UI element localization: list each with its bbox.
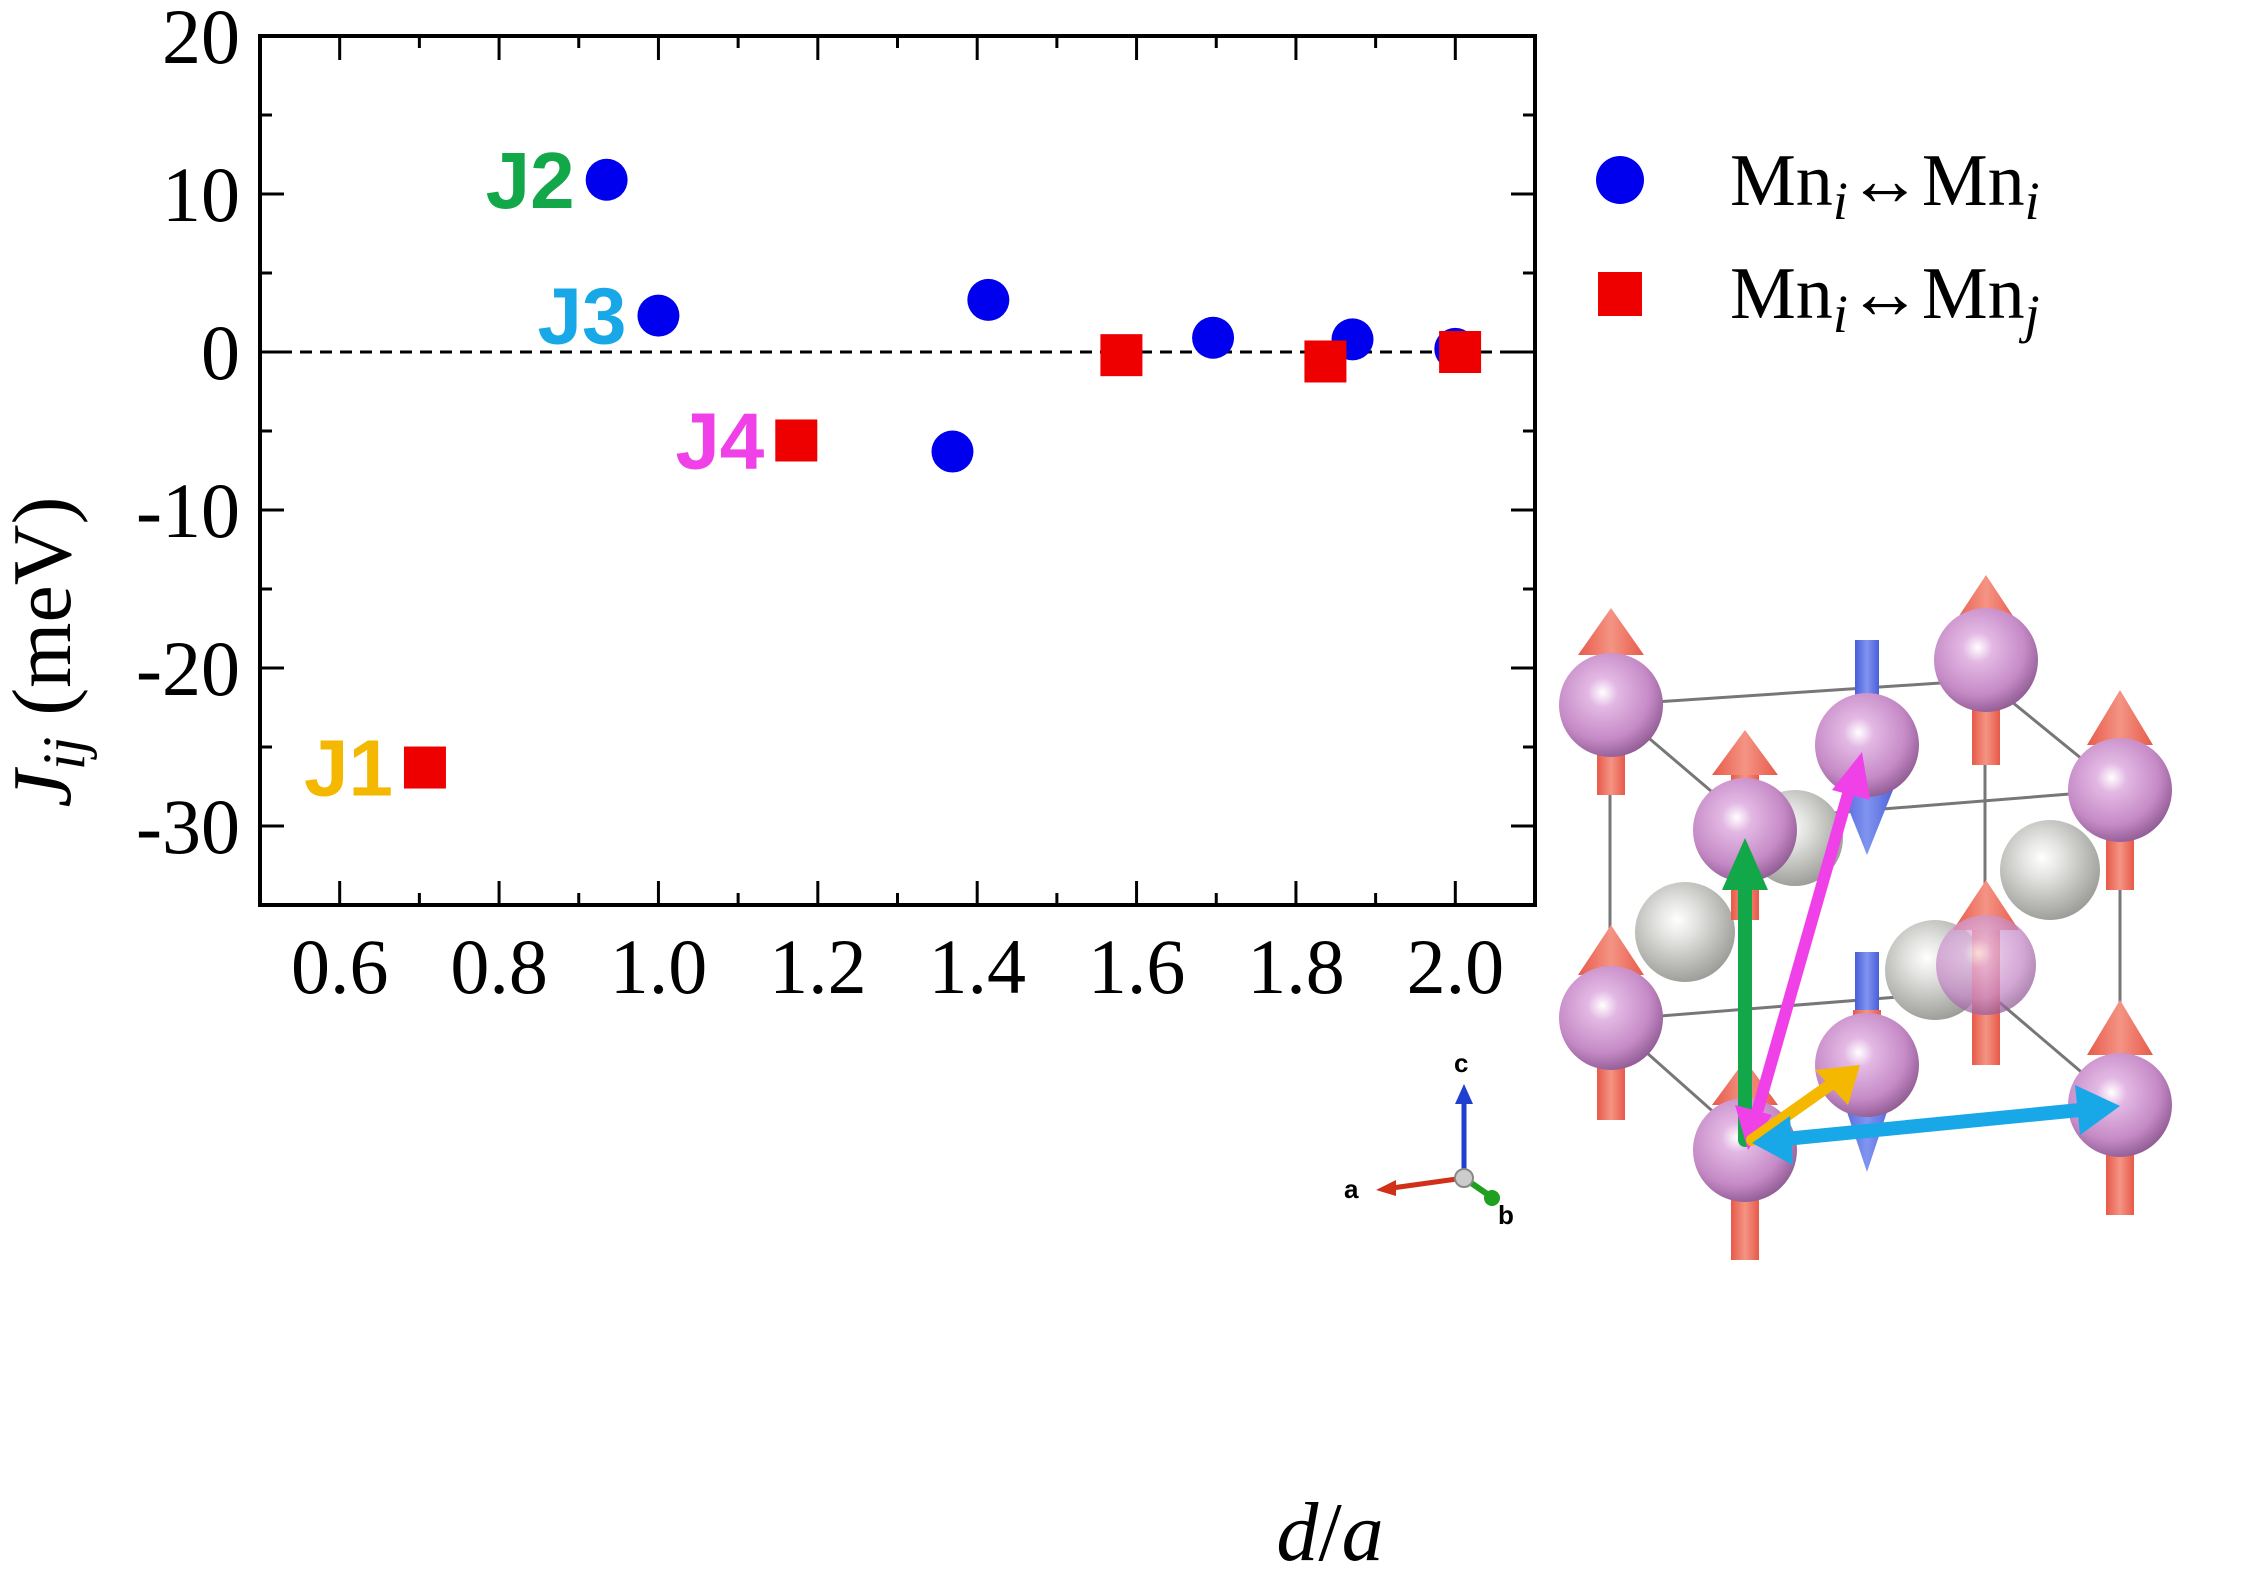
legend-1-a: Mn xyxy=(1730,140,1833,222)
axis-a-arrowhead xyxy=(1376,1180,1396,1196)
j3-path-arrow xyxy=(1768,1103,2087,1147)
crystal-axes-indicator: c a b xyxy=(1344,1048,1514,1230)
point-annotations: J1 J2 J3 J4 xyxy=(304,136,765,813)
x-tick-label: 1.0 xyxy=(610,923,708,1010)
j1-arrowhead xyxy=(1815,1065,1860,1105)
y-axis-title-sub: ij xyxy=(31,737,97,770)
y-tick-label: 0 xyxy=(201,309,240,396)
j3-arrowhead-left xyxy=(1752,1116,1793,1165)
data-point-circle xyxy=(967,278,1010,321)
legend-2-b-sub: j xyxy=(2019,284,2040,344)
legend-1-b-sub: i xyxy=(2025,171,2040,231)
axis-b-tip xyxy=(1484,1190,1500,1206)
j4-arrowhead-bottom xyxy=(1735,1105,1772,1150)
legend-label-cross-sublattice: Mni↔Mnj xyxy=(1730,253,2040,344)
axis-c-label: c xyxy=(1454,1048,1468,1078)
x-tick-label: 1.2 xyxy=(769,923,867,1010)
data-point-square xyxy=(775,419,818,462)
x-tick-label: 1.8 xyxy=(1247,923,1345,1010)
legend: Mni↔Mni Mni↔Mnj xyxy=(1596,140,2040,344)
axis-c-arrowhead xyxy=(1455,1084,1473,1104)
legend-1-a-sub: i xyxy=(1833,171,1848,231)
x-tick-label: 0.6 xyxy=(291,923,389,1010)
mn-atoms-spin-up xyxy=(1559,575,2172,1260)
y-tick-label: 20 xyxy=(162,0,240,80)
y-tick-label: -20 xyxy=(136,625,240,712)
j2-arrowhead xyxy=(1722,838,1768,890)
data-point-square xyxy=(1439,331,1482,373)
legend-2-arrow: ↔ xyxy=(1848,253,1922,335)
axis-a-line xyxy=(1391,1175,1465,1191)
x-tick-label: 2.0 xyxy=(1407,923,1505,1010)
plot-area xyxy=(258,34,1537,907)
x-tick-label: 0.8 xyxy=(450,923,548,1010)
data-point-square xyxy=(403,746,446,789)
legend-2-a-sub: i xyxy=(1833,284,1848,344)
y-axis-title-main: J xyxy=(0,766,89,807)
y-axis: 20 10 0 -10 -20 -30 xyxy=(136,0,1535,907)
annotation-j4: J4 xyxy=(675,396,764,485)
y-tick-label: -10 xyxy=(136,467,240,554)
legend-2-a: Mn xyxy=(1730,253,1833,335)
x-tick-label: 1.4 xyxy=(928,923,1026,1010)
j3-arrowhead-right xyxy=(2075,1085,2120,1135)
data-point-circle xyxy=(637,294,680,337)
data-point-square xyxy=(1304,340,1347,383)
crystal-structure-inset xyxy=(1559,575,2172,1260)
y-axis-title-unit: (meV) xyxy=(0,497,89,737)
y-tick-label: 10 xyxy=(162,151,240,238)
j4-path-arrow xyxy=(1746,774,1858,1136)
x-axis-title: d/a xyxy=(1276,1486,1383,1578)
j4-arrowhead-top xyxy=(1832,752,1870,800)
data-point-square xyxy=(1100,334,1143,377)
data-point-circle xyxy=(585,158,628,201)
y-tick-label: -30 xyxy=(136,783,240,870)
data-point-circle xyxy=(931,430,974,473)
annotation-j3: J3 xyxy=(537,272,626,361)
annotation-j2: J2 xyxy=(486,136,575,225)
legend-2-b: Mn xyxy=(1922,253,2025,335)
legend-marker-circle xyxy=(1596,156,1644,204)
annotation-j1: J1 xyxy=(304,724,393,813)
y-axis-title: Jij (meV) xyxy=(0,497,97,808)
x-axis-title-sep: / xyxy=(1318,1486,1342,1578)
legend-label-same-sublattice: Mni↔Mni xyxy=(1730,140,2040,231)
x-axis-title-main: d xyxy=(1276,1486,1319,1578)
axis-b-label: b xyxy=(1498,1200,1514,1230)
axis-origin xyxy=(1454,1168,1474,1188)
exchange-paths xyxy=(1722,752,2120,1165)
data-markers xyxy=(403,158,1482,789)
legend-1-arrow: ↔ xyxy=(1848,140,1922,222)
legend-1-b: Mn xyxy=(1922,140,2025,222)
legend-marker-square xyxy=(1598,272,1642,316)
data-point-circle xyxy=(1192,316,1235,359)
j1-path-arrow xyxy=(1746,1079,1836,1146)
x-axis: 0.6 0.8 1.0 1.2 1.4 1.6 1.8 2.0 xyxy=(258,36,1537,1010)
x-axis-title-sub: a xyxy=(1342,1486,1384,1578)
plot-border xyxy=(258,34,1537,907)
x-tick-label: 1.6 xyxy=(1088,923,1186,1010)
axis-a-label: a xyxy=(1344,1174,1359,1204)
